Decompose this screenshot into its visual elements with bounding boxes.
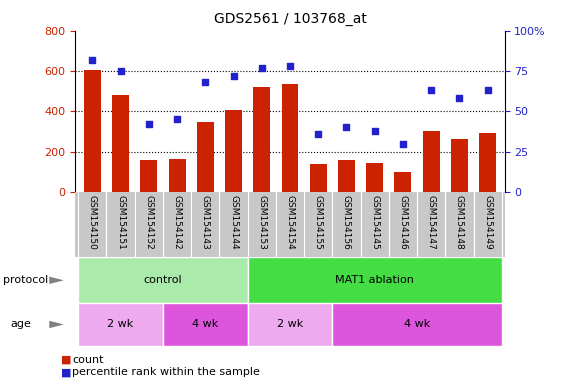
Text: GSM154149: GSM154149 [483, 195, 492, 250]
Text: GSM154154: GSM154154 [285, 195, 295, 250]
Text: GSM154144: GSM154144 [229, 195, 238, 250]
Point [398, 141, 408, 147]
Text: GSM154150: GSM154150 [88, 195, 97, 250]
Text: 2 wk: 2 wk [277, 319, 303, 329]
Point [314, 131, 323, 137]
Bar [451, 139, 468, 192]
Bar [253, 87, 270, 192]
Bar [248, 303, 332, 346]
Point [144, 121, 154, 127]
Bar [169, 159, 186, 192]
Text: ■: ■ [61, 367, 71, 377]
Text: age: age [10, 319, 31, 329]
Text: 4 wk: 4 wk [192, 319, 219, 329]
Point [88, 57, 97, 63]
Text: protocol: protocol [3, 275, 48, 285]
Text: count: count [72, 355, 104, 365]
Bar [479, 132, 496, 192]
Bar [394, 172, 411, 192]
Bar [78, 257, 248, 303]
Text: 4 wk: 4 wk [404, 319, 430, 329]
Polygon shape [49, 276, 64, 284]
Point [285, 63, 295, 69]
Text: GSM154156: GSM154156 [342, 195, 351, 250]
Text: GSM154151: GSM154151 [116, 195, 125, 250]
Bar [112, 95, 129, 192]
Text: percentile rank within the sample: percentile rank within the sample [72, 367, 260, 377]
Bar [78, 303, 163, 346]
Text: GSM154148: GSM154148 [455, 195, 464, 250]
Bar [248, 257, 502, 303]
Bar [338, 160, 355, 192]
Text: MAT1 ablation: MAT1 ablation [335, 275, 414, 285]
Point [257, 65, 266, 71]
Point [201, 79, 210, 85]
Point [172, 116, 182, 122]
Bar [225, 110, 242, 192]
Text: control: control [144, 275, 182, 285]
Bar [423, 131, 440, 192]
Text: ■: ■ [61, 355, 71, 365]
Point [229, 73, 238, 79]
Bar [163, 303, 248, 346]
Point [426, 87, 436, 93]
Bar [197, 122, 214, 192]
Point [483, 87, 492, 93]
Bar [84, 70, 101, 192]
Point [370, 127, 379, 134]
Bar [332, 303, 502, 346]
Text: GSM154143: GSM154143 [201, 195, 210, 250]
Polygon shape [49, 321, 64, 328]
Text: GSM154155: GSM154155 [314, 195, 322, 250]
Bar [281, 84, 299, 192]
Text: GSM154145: GSM154145 [370, 195, 379, 250]
Point [455, 95, 464, 101]
Text: GSM154153: GSM154153 [258, 195, 266, 250]
Bar [310, 164, 327, 192]
Text: GSM154152: GSM154152 [144, 195, 153, 250]
Point [342, 124, 351, 131]
Text: 2 wk: 2 wk [107, 319, 134, 329]
Bar [140, 160, 157, 192]
Text: GSM154142: GSM154142 [173, 195, 182, 250]
Point [116, 68, 125, 74]
Bar [366, 163, 383, 192]
Text: GSM154147: GSM154147 [427, 195, 436, 250]
Text: GDS2561 / 103768_at: GDS2561 / 103768_at [213, 12, 367, 25]
Text: GSM154146: GSM154146 [398, 195, 407, 250]
